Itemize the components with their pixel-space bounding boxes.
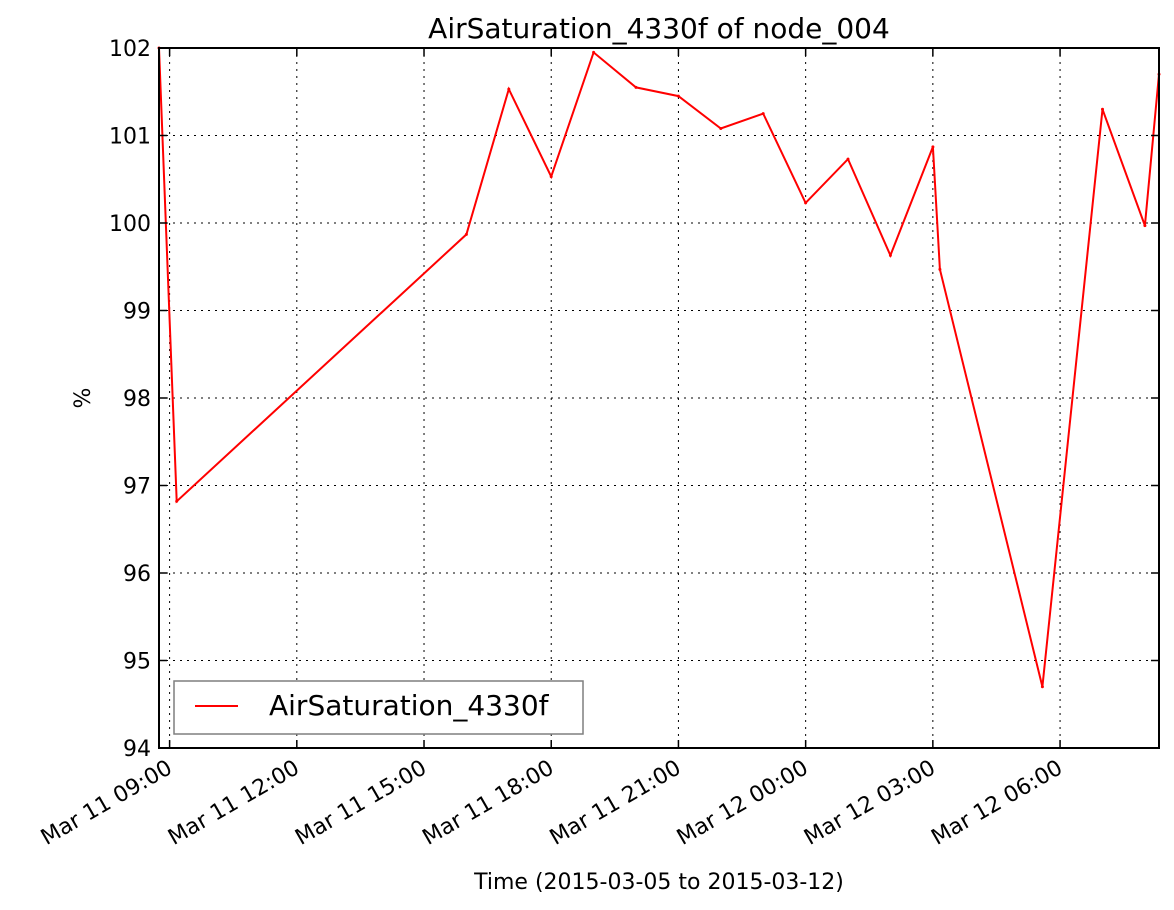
y-tick-label: 96 xyxy=(123,562,151,587)
y-tick-label: 102 xyxy=(109,37,151,62)
y-axis-title: % xyxy=(71,388,96,409)
y-tick-label: 98 xyxy=(123,387,151,412)
ticks xyxy=(159,47,1159,749)
data-point xyxy=(761,112,765,116)
data-point xyxy=(634,85,638,89)
legend-box xyxy=(173,680,584,735)
data-point xyxy=(846,157,850,161)
y-tick-label: 100 xyxy=(109,212,151,237)
data-point xyxy=(888,253,892,257)
y-tick-label: 94 xyxy=(123,737,151,762)
legend: AirSaturation_4330f xyxy=(173,680,584,735)
data-point xyxy=(938,267,942,271)
y-tick-label: 101 xyxy=(109,125,151,150)
data-point xyxy=(1040,685,1044,689)
x-axis-title: Time (2015-03-05 to 2015-03-12) xyxy=(473,870,844,895)
series-layer xyxy=(157,46,1161,689)
data-point xyxy=(1143,224,1147,228)
data-point xyxy=(676,94,680,98)
data-point xyxy=(719,127,723,130)
data-point xyxy=(507,87,511,91)
data-point xyxy=(804,201,808,205)
legend-label: AirSaturation_4330f xyxy=(269,689,550,722)
y-tick-labels: 94 95 96 97 98 99 100 101 102 xyxy=(109,37,151,762)
data-point xyxy=(549,175,553,179)
data-point xyxy=(931,145,935,149)
data-point xyxy=(1101,107,1104,111)
y-tick-label: 99 xyxy=(123,300,151,325)
data-point xyxy=(175,499,179,503)
data-point xyxy=(464,232,468,236)
data-point xyxy=(592,50,596,54)
chart-title: AirSaturation_4330f of node_004 xyxy=(428,12,890,45)
y-tick-label: 95 xyxy=(123,650,151,675)
y-tick-label: 97 xyxy=(123,475,151,500)
